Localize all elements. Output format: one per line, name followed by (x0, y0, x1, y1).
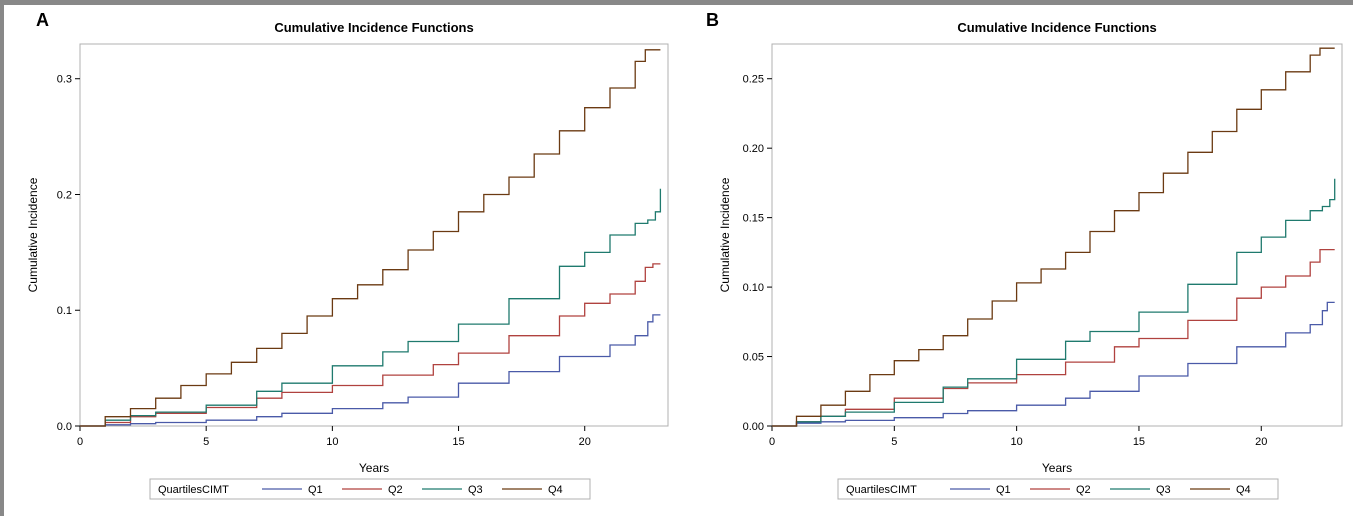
legend-label-q1: Q1 (996, 484, 1011, 496)
frame-top-border (0, 0, 1353, 5)
series-line-q2 (772, 248, 1335, 427)
legend-b: QuartilesCIMT Q1 Q2 Q3 Q4 (837, 478, 1279, 500)
x-tick-label: 0 (769, 436, 775, 448)
y-tick-label: 0.2 (57, 189, 72, 201)
legend-label-q4: Q4 (548, 484, 563, 496)
y-tick-label: 0.20 (743, 143, 764, 155)
legend-label-q2: Q2 (388, 484, 403, 496)
y-tick-label: 0.10 (743, 282, 764, 294)
plot-area-b (771, 43, 1343, 427)
x-tick-label: 5 (203, 436, 209, 448)
x-axis-label: Years (1042, 461, 1072, 475)
x-tick-label: 20 (1255, 436, 1267, 448)
legend-label-q3: Q3 (1156, 484, 1171, 496)
legend-label-q3: Q3 (468, 484, 483, 496)
chart-b-title: Cumulative Incidence Functions (957, 20, 1156, 35)
y-tick-label: 0.3 (57, 74, 72, 86)
y-tick-label: 0.00 (743, 421, 764, 433)
y-axis-label: Cumulative Incidence (26, 177, 40, 292)
x-tick-label: 10 (326, 436, 338, 448)
y-tick-label: 0.0 (57, 421, 72, 433)
series-line-q2 (80, 263, 661, 427)
x-tick-label: 0 (77, 436, 83, 448)
legend-label-q2: Q2 (1076, 484, 1091, 496)
y-tick-label: 0.15 (743, 213, 764, 225)
y-tick-label: 0.25 (743, 74, 764, 86)
x-tick-label: 20 (579, 436, 591, 448)
chart-b: Cumulative Incidence Functions 0.00 0.05 0.… (718, 20, 1343, 500)
legend-label-q4: Q4 (1236, 484, 1251, 496)
y-tick-label: 0.05 (743, 352, 764, 364)
legend-a: QuartilesCIMT Q1 Q2 Q3 Q4 (149, 478, 591, 500)
x-tick-label: 10 (1011, 436, 1023, 448)
series-line-q1 (80, 314, 661, 427)
panel-label-a: A (36, 10, 49, 30)
panel-label-b: B (706, 10, 719, 30)
plot-area-a (79, 43, 669, 427)
legend-label-q1: Q1 (308, 484, 323, 496)
legend-title: QuartilesCIMT (846, 484, 917, 496)
x-axis-label: Years (359, 461, 389, 475)
series-line-q3 (772, 178, 1336, 427)
x-tick-label: 5 (891, 436, 897, 448)
y-axis-label: Cumulative Incidence (718, 177, 732, 292)
chart-a-title: Cumulative Incidence Functions (274, 20, 473, 35)
legend-title: QuartilesCIMT (158, 484, 229, 496)
series-line-q4 (80, 49, 661, 427)
chart-a: Cumulative Incidence Functions 0.0 0.1 0.2 0… (26, 20, 669, 500)
series-line-q1 (772, 301, 1335, 427)
series-line-q4 (772, 47, 1335, 427)
y-tick-label: 0.1 (57, 305, 72, 317)
series-line-q3 (80, 188, 662, 427)
frame-left-border (0, 0, 4, 516)
x-tick-label: 15 (452, 436, 464, 448)
x-tick-label: 15 (1133, 436, 1145, 448)
